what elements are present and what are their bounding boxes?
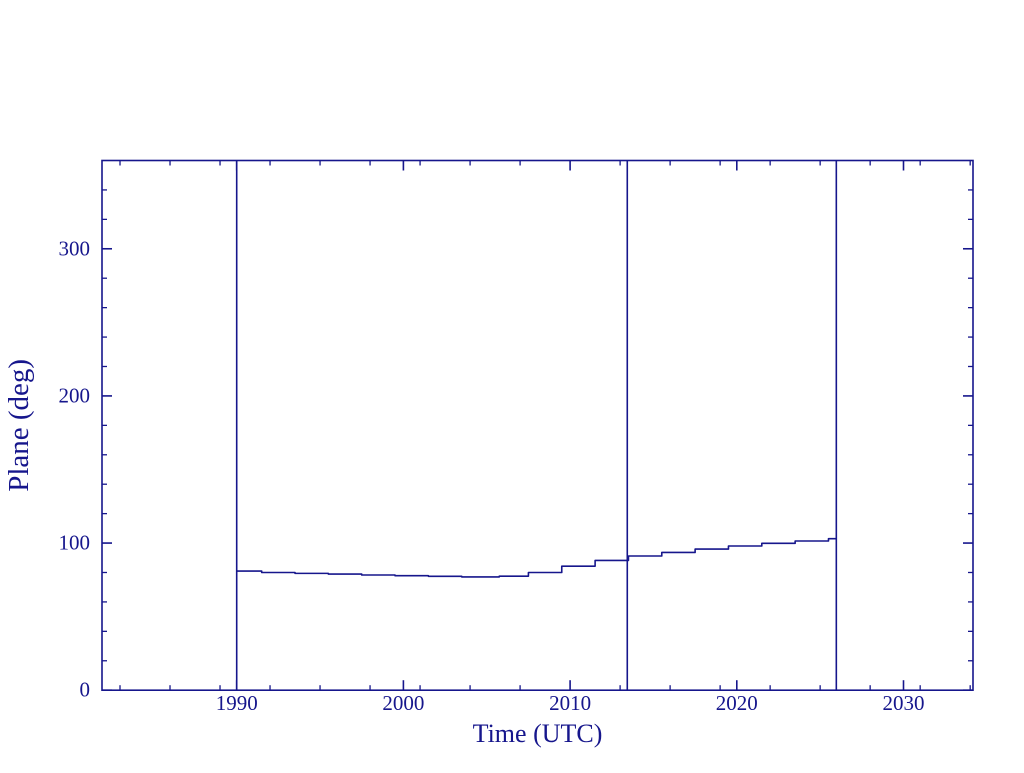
svg-text:1990: 1990: [216, 691, 258, 715]
svg-text:300: 300: [59, 236, 91, 260]
svg-text:2000: 2000: [382, 691, 424, 715]
svg-text:2030: 2030: [883, 691, 925, 715]
svg-text:2020: 2020: [716, 691, 758, 715]
svg-text:0: 0: [80, 678, 91, 702]
svg-text:Time (UTC): Time (UTC): [473, 719, 603, 748]
svg-text:100: 100: [59, 531, 91, 555]
svg-text:Plane (deg): Plane (deg): [3, 359, 35, 492]
svg-text:200: 200: [59, 383, 91, 407]
svg-text:2010: 2010: [549, 691, 591, 715]
